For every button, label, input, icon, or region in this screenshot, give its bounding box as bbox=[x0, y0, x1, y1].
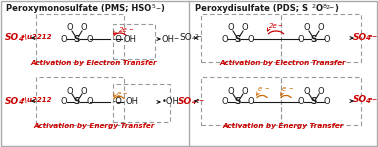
Text: 2: 2 bbox=[312, 4, 316, 9]
Text: e: e bbox=[117, 91, 121, 96]
Text: Activation by Energy Transfer: Activation by Energy Transfer bbox=[33, 123, 155, 129]
Text: •\u2212: •\u2212 bbox=[21, 97, 53, 103]
Text: S: S bbox=[235, 97, 241, 106]
Text: O: O bbox=[248, 35, 254, 44]
Text: O: O bbox=[318, 86, 324, 96]
Text: SO: SO bbox=[178, 96, 192, 106]
Text: SO: SO bbox=[5, 34, 19, 42]
Text: O: O bbox=[318, 24, 324, 32]
Text: SO: SO bbox=[179, 34, 192, 42]
Text: •−: •− bbox=[195, 97, 204, 102]
Text: SO: SO bbox=[5, 96, 19, 106]
Text: −: − bbox=[277, 22, 282, 27]
Text: 4: 4 bbox=[18, 36, 23, 42]
Text: O: O bbox=[228, 86, 234, 96]
Bar bbox=[113, 84, 170, 122]
Bar bbox=[36, 14, 124, 62]
Text: OH: OH bbox=[125, 97, 138, 106]
Text: SO: SO bbox=[353, 32, 367, 41]
Text: O: O bbox=[228, 24, 234, 32]
Bar bbox=[281, 77, 361, 125]
Text: O: O bbox=[242, 86, 248, 96]
Bar bbox=[113, 24, 155, 59]
Text: O: O bbox=[87, 97, 93, 106]
Text: -O: -O bbox=[113, 97, 123, 106]
Bar bbox=[201, 14, 281, 62]
Text: −: − bbox=[288, 86, 293, 91]
Text: 4: 4 bbox=[192, 36, 196, 41]
Text: -O: -O bbox=[113, 35, 123, 44]
Text: e: e bbox=[258, 86, 262, 92]
Text: ): ) bbox=[160, 4, 164, 13]
Text: •−: •− bbox=[368, 34, 377, 39]
Bar bbox=[201, 77, 281, 125]
Text: S: S bbox=[311, 97, 317, 106]
Text: O: O bbox=[298, 35, 304, 44]
Text: O: O bbox=[248, 97, 254, 106]
Text: −: − bbox=[122, 90, 127, 95]
Text: 8: 8 bbox=[323, 4, 327, 9]
Text: 5: 5 bbox=[152, 4, 156, 9]
Text: Activation by Energy Transfer: Activation by Energy Transfer bbox=[222, 123, 344, 129]
Bar bbox=[36, 77, 124, 125]
Text: O: O bbox=[222, 35, 228, 44]
Text: 4: 4 bbox=[18, 99, 23, 105]
Text: •−: •− bbox=[368, 96, 377, 101]
Text: Peroxydisulfate (PDS; S: Peroxydisulfate (PDS; S bbox=[195, 4, 308, 13]
Text: O: O bbox=[87, 35, 93, 44]
Text: 2e: 2e bbox=[269, 23, 278, 29]
Text: O: O bbox=[304, 24, 310, 32]
Text: SO: SO bbox=[353, 96, 367, 105]
Text: O: O bbox=[222, 97, 228, 106]
Text: O: O bbox=[81, 24, 87, 32]
Text: OH: OH bbox=[124, 35, 137, 44]
Text: O: O bbox=[81, 86, 87, 96]
Text: OH: OH bbox=[162, 35, 175, 44]
Text: −: − bbox=[173, 35, 178, 40]
Text: 4: 4 bbox=[365, 35, 370, 41]
Text: O: O bbox=[61, 97, 67, 106]
Text: O: O bbox=[324, 35, 330, 44]
Text: O: O bbox=[304, 86, 310, 96]
Text: 4: 4 bbox=[192, 100, 197, 105]
Text: S: S bbox=[74, 35, 80, 44]
Text: ): ) bbox=[334, 4, 338, 13]
Text: O: O bbox=[67, 86, 73, 96]
Bar bbox=[281, 14, 361, 62]
Text: −: − bbox=[264, 86, 269, 91]
Text: −: − bbox=[128, 26, 133, 31]
Text: O: O bbox=[298, 97, 304, 106]
Text: S: S bbox=[235, 35, 241, 44]
Text: O: O bbox=[242, 24, 248, 32]
Text: O: O bbox=[316, 4, 323, 13]
Text: e: e bbox=[282, 86, 286, 92]
Text: 2e: 2e bbox=[119, 27, 128, 33]
Text: O: O bbox=[61, 35, 67, 44]
Text: 2−: 2− bbox=[195, 35, 203, 40]
Text: S: S bbox=[311, 35, 317, 44]
Text: Activation by Electron Transfer: Activation by Electron Transfer bbox=[220, 60, 346, 66]
Text: Peroxymonosulfate (PMS; HSO: Peroxymonosulfate (PMS; HSO bbox=[6, 4, 151, 13]
Text: O: O bbox=[67, 24, 73, 32]
Text: •OH: •OH bbox=[162, 97, 180, 106]
Text: S: S bbox=[74, 97, 80, 106]
Text: −: − bbox=[155, 5, 160, 10]
Text: Activation by Electron Transfer: Activation by Electron Transfer bbox=[31, 60, 157, 66]
Text: •\u2212: •\u2212 bbox=[21, 34, 53, 40]
Text: 4: 4 bbox=[365, 98, 370, 104]
Text: O: O bbox=[324, 97, 330, 106]
Text: 2−: 2− bbox=[326, 5, 335, 10]
